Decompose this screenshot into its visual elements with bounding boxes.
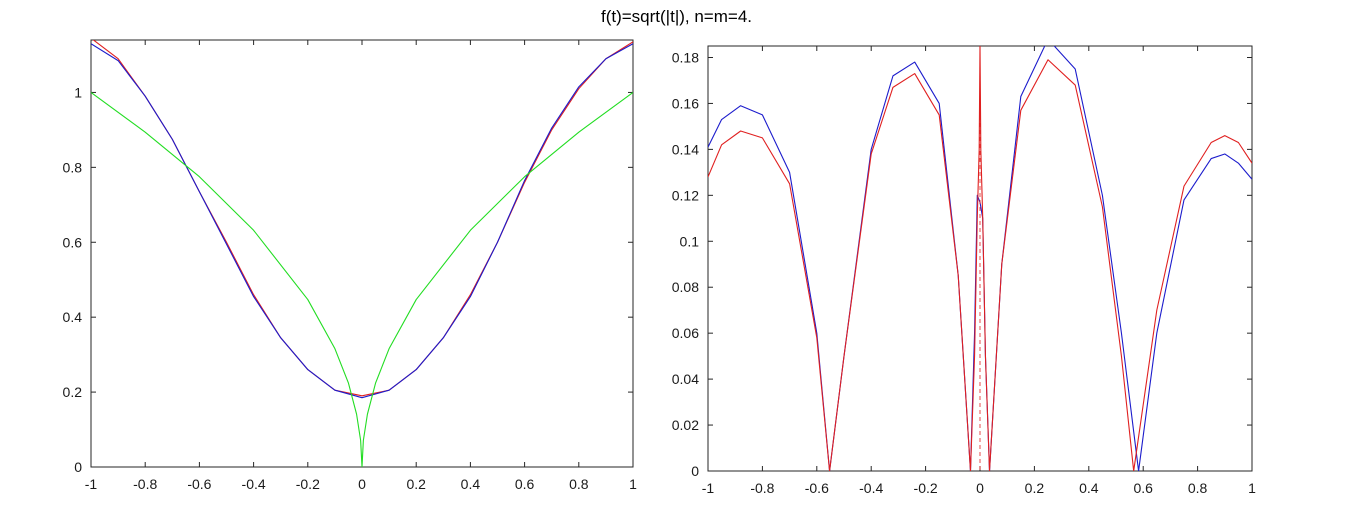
y-tick-label: 0: [691, 463, 699, 479]
x-tick-label: 0.2: [406, 476, 426, 492]
y-tick-label: 0.04: [672, 371, 699, 387]
x-tick-label: 0.6: [1133, 480, 1153, 496]
x-tick-label: -0.6: [187, 476, 211, 492]
y-tick-label: 0: [74, 459, 82, 475]
x-tick-label: -1: [85, 476, 98, 492]
x-tick-label: -0.4: [859, 480, 883, 496]
x-tick-label: -0.4: [242, 476, 266, 492]
x-tick-label: -0.6: [805, 480, 829, 496]
x-tick-label: 0.4: [461, 476, 481, 492]
x-tick-label: 0.4: [1079, 480, 1099, 496]
y-tick-label: 0.14: [672, 141, 699, 157]
y-tick-label: 0.1: [680, 233, 700, 249]
x-tick-label: 1: [629, 476, 637, 492]
series-line-green: [91, 91, 633, 467]
y-tick-label: 1: [74, 84, 82, 100]
x-tick-label: 0.2: [1025, 480, 1045, 496]
y-tick-label: 0.12: [672, 187, 699, 203]
series-line-blue: [91, 43, 633, 399]
x-tick-label: -1: [702, 480, 715, 496]
right-plot: -1 -0.8 -0.6 -0.4 -0.2 0 0.2 0.4 0.6 0.8 1 0 0.02 0.0…: [672, 45, 1256, 496]
y-tick-label: 0.6: [63, 234, 83, 250]
x-tick-label: -0.8: [750, 480, 774, 496]
y-tick-label: 0.16: [672, 95, 699, 111]
figure-title: f(t)=sqrt(|t|), n=m=4.: [600, 7, 752, 26]
y-tick-label: 0.2: [63, 384, 83, 400]
axes-frame: [90, 39, 634, 468]
y-tick-label: 0.8: [63, 159, 83, 175]
x-tick-label: 0: [358, 476, 366, 492]
y-tick-label: 0.4: [63, 309, 83, 325]
left-plot: -1 -0.8 -0.6 -0.4 -0.2 0 0.2 0.4 0.6 0.8 1 0 0.2 0.4 0…: [63, 39, 637, 492]
series-line-red: [708, 46, 1252, 471]
x-tick-label: 0: [976, 480, 984, 496]
y-tick-label: 0.06: [672, 325, 699, 341]
x-tick-label: 0.8: [569, 476, 589, 492]
x-tick-label: 0.8: [1188, 480, 1208, 496]
y-tick-label: 0.02: [672, 417, 699, 433]
y-tick-label: 0.08: [672, 279, 699, 295]
x-tick-label: 1: [1248, 480, 1256, 496]
x-tick-label: -0.2: [914, 480, 938, 496]
y-tick-label: 0.18: [672, 49, 699, 65]
x-tick-label: -0.2: [296, 476, 320, 492]
x-tick-label: 0.6: [515, 476, 535, 492]
x-tick-label: -0.8: [133, 476, 157, 492]
